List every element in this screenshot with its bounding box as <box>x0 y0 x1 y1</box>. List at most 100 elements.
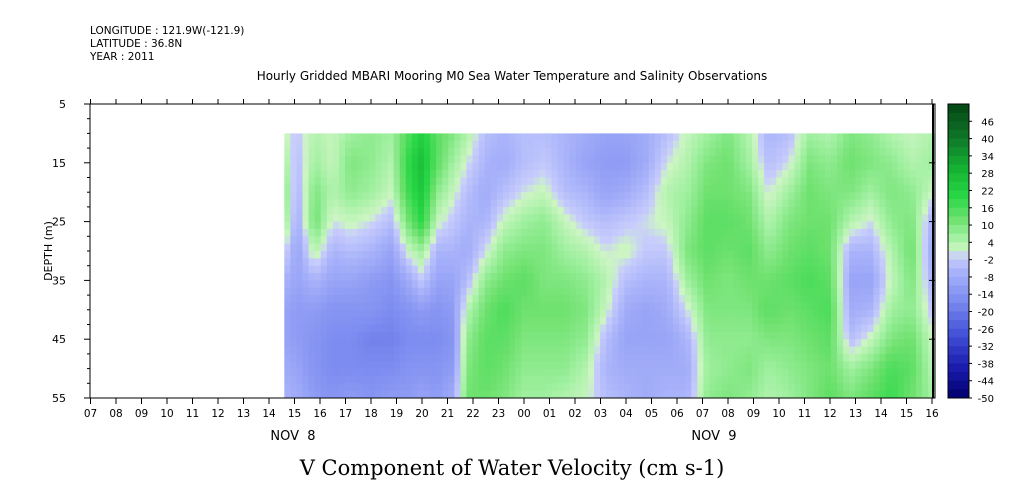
heatmap-cell <box>600 331 607 340</box>
heatmap-cell <box>423 339 431 348</box>
heatmap-cell <box>721 346 729 355</box>
heatmap-cell <box>436 273 443 281</box>
heatmap-cell <box>545 383 553 392</box>
heatmap-cell <box>436 324 443 333</box>
heatmap-cell <box>320 236 328 245</box>
heatmap-cell <box>915 251 923 259</box>
heatmap-cell <box>618 317 626 326</box>
heatmap-cell <box>545 302 553 311</box>
heatmap-cell <box>442 383 449 392</box>
heatmap-cell <box>837 258 844 267</box>
heatmap-cell <box>351 339 358 348</box>
heatmap-cell <box>393 221 401 230</box>
heatmap-cell <box>521 383 528 392</box>
heatmap-cell <box>873 133 881 142</box>
heatmap-cell <box>405 324 413 333</box>
heatmap-cell <box>727 339 735 348</box>
heatmap-cell <box>703 280 711 289</box>
heatmap-cell <box>466 133 474 142</box>
heatmap-cell <box>630 140 638 149</box>
heatmap-cell <box>417 221 425 230</box>
heatmap-cell <box>903 353 911 362</box>
heatmap-cell <box>885 331 893 340</box>
heatmap-cell <box>381 214 389 223</box>
heatmap-cell <box>436 214 443 223</box>
heatmap-cell <box>715 148 723 157</box>
heatmap-cell <box>284 287 291 296</box>
heatmap-cell <box>594 199 601 208</box>
heatmap-cell <box>509 184 516 193</box>
heatmap-cell <box>472 140 480 149</box>
heatmap-cell <box>721 148 729 157</box>
heatmap-cell <box>338 155 346 164</box>
heatmap-cell <box>873 280 881 289</box>
heatmap-cell <box>594 353 601 362</box>
heatmap-cell <box>903 346 911 355</box>
heatmap-cell <box>563 148 571 157</box>
heatmap-cell <box>502 236 510 245</box>
heatmap-cell <box>448 206 455 215</box>
heatmap-cell <box>697 148 704 157</box>
heatmap-cell <box>405 140 413 149</box>
heatmap-cell <box>581 214 589 223</box>
heatmap-cell <box>928 243 935 252</box>
heatmap-cell <box>897 324 905 333</box>
heatmap-cell <box>381 324 389 333</box>
heatmap-cell <box>587 177 595 186</box>
heatmap-cell <box>539 361 547 370</box>
heatmap-cell <box>581 280 589 289</box>
heatmap-cell <box>490 206 498 215</box>
heatmap-cell <box>697 243 704 252</box>
heatmap-cell <box>509 353 516 362</box>
heatmap-cell <box>594 361 601 370</box>
heatmap-cell <box>581 251 589 259</box>
heatmap-cell <box>515 353 522 362</box>
heatmap-cell <box>442 324 449 333</box>
heatmap-cell <box>715 346 723 355</box>
heatmap-cell <box>733 177 741 186</box>
heatmap-cell <box>284 324 291 333</box>
heatmap-cell <box>436 251 443 259</box>
heatmap-cell <box>806 390 814 398</box>
heatmap-cell <box>843 236 850 245</box>
heatmap-cell <box>521 390 528 398</box>
heatmap-cell <box>879 265 887 274</box>
heatmap-cell <box>909 302 917 311</box>
heatmap-cell <box>302 199 310 208</box>
heatmap-cell <box>533 228 540 237</box>
heatmap-cell <box>660 339 668 348</box>
heatmap-cell <box>909 155 917 164</box>
heatmap-cell <box>800 228 808 237</box>
heatmap-cell <box>685 228 692 237</box>
heatmap-cell <box>338 170 346 179</box>
heatmap-cell <box>587 287 595 296</box>
heatmap-cell <box>496 140 504 149</box>
heatmap-cell <box>745 258 753 267</box>
heatmap-cell <box>745 280 753 289</box>
heatmap-cell <box>624 302 632 311</box>
heatmap-cell <box>527 258 534 267</box>
heatmap-cell <box>302 177 310 186</box>
heatmap-cell <box>533 148 540 157</box>
heatmap-cell <box>527 280 534 289</box>
heatmap-cell <box>533 317 540 326</box>
heatmap-cell <box>691 258 698 267</box>
heatmap-cell <box>375 368 383 377</box>
heatmap-cell <box>502 206 510 215</box>
heatmap-cell <box>509 339 516 348</box>
heatmap-cell <box>654 243 662 252</box>
heatmap-cell <box>430 162 437 171</box>
heatmap-cell <box>436 148 443 157</box>
heatmap-cell <box>557 228 565 237</box>
heatmap-cell <box>600 339 607 348</box>
heatmap-cell <box>411 317 419 326</box>
heatmap-cell <box>739 317 747 326</box>
heatmap-cell <box>861 184 868 193</box>
heatmap-cell <box>794 287 802 296</box>
heatmap-cell <box>423 155 431 164</box>
heatmap-cell <box>843 258 850 267</box>
heatmap-cell <box>673 155 680 164</box>
heatmap-cell <box>423 258 431 267</box>
heatmap-cell <box>654 199 662 208</box>
heatmap-cell <box>320 199 328 208</box>
